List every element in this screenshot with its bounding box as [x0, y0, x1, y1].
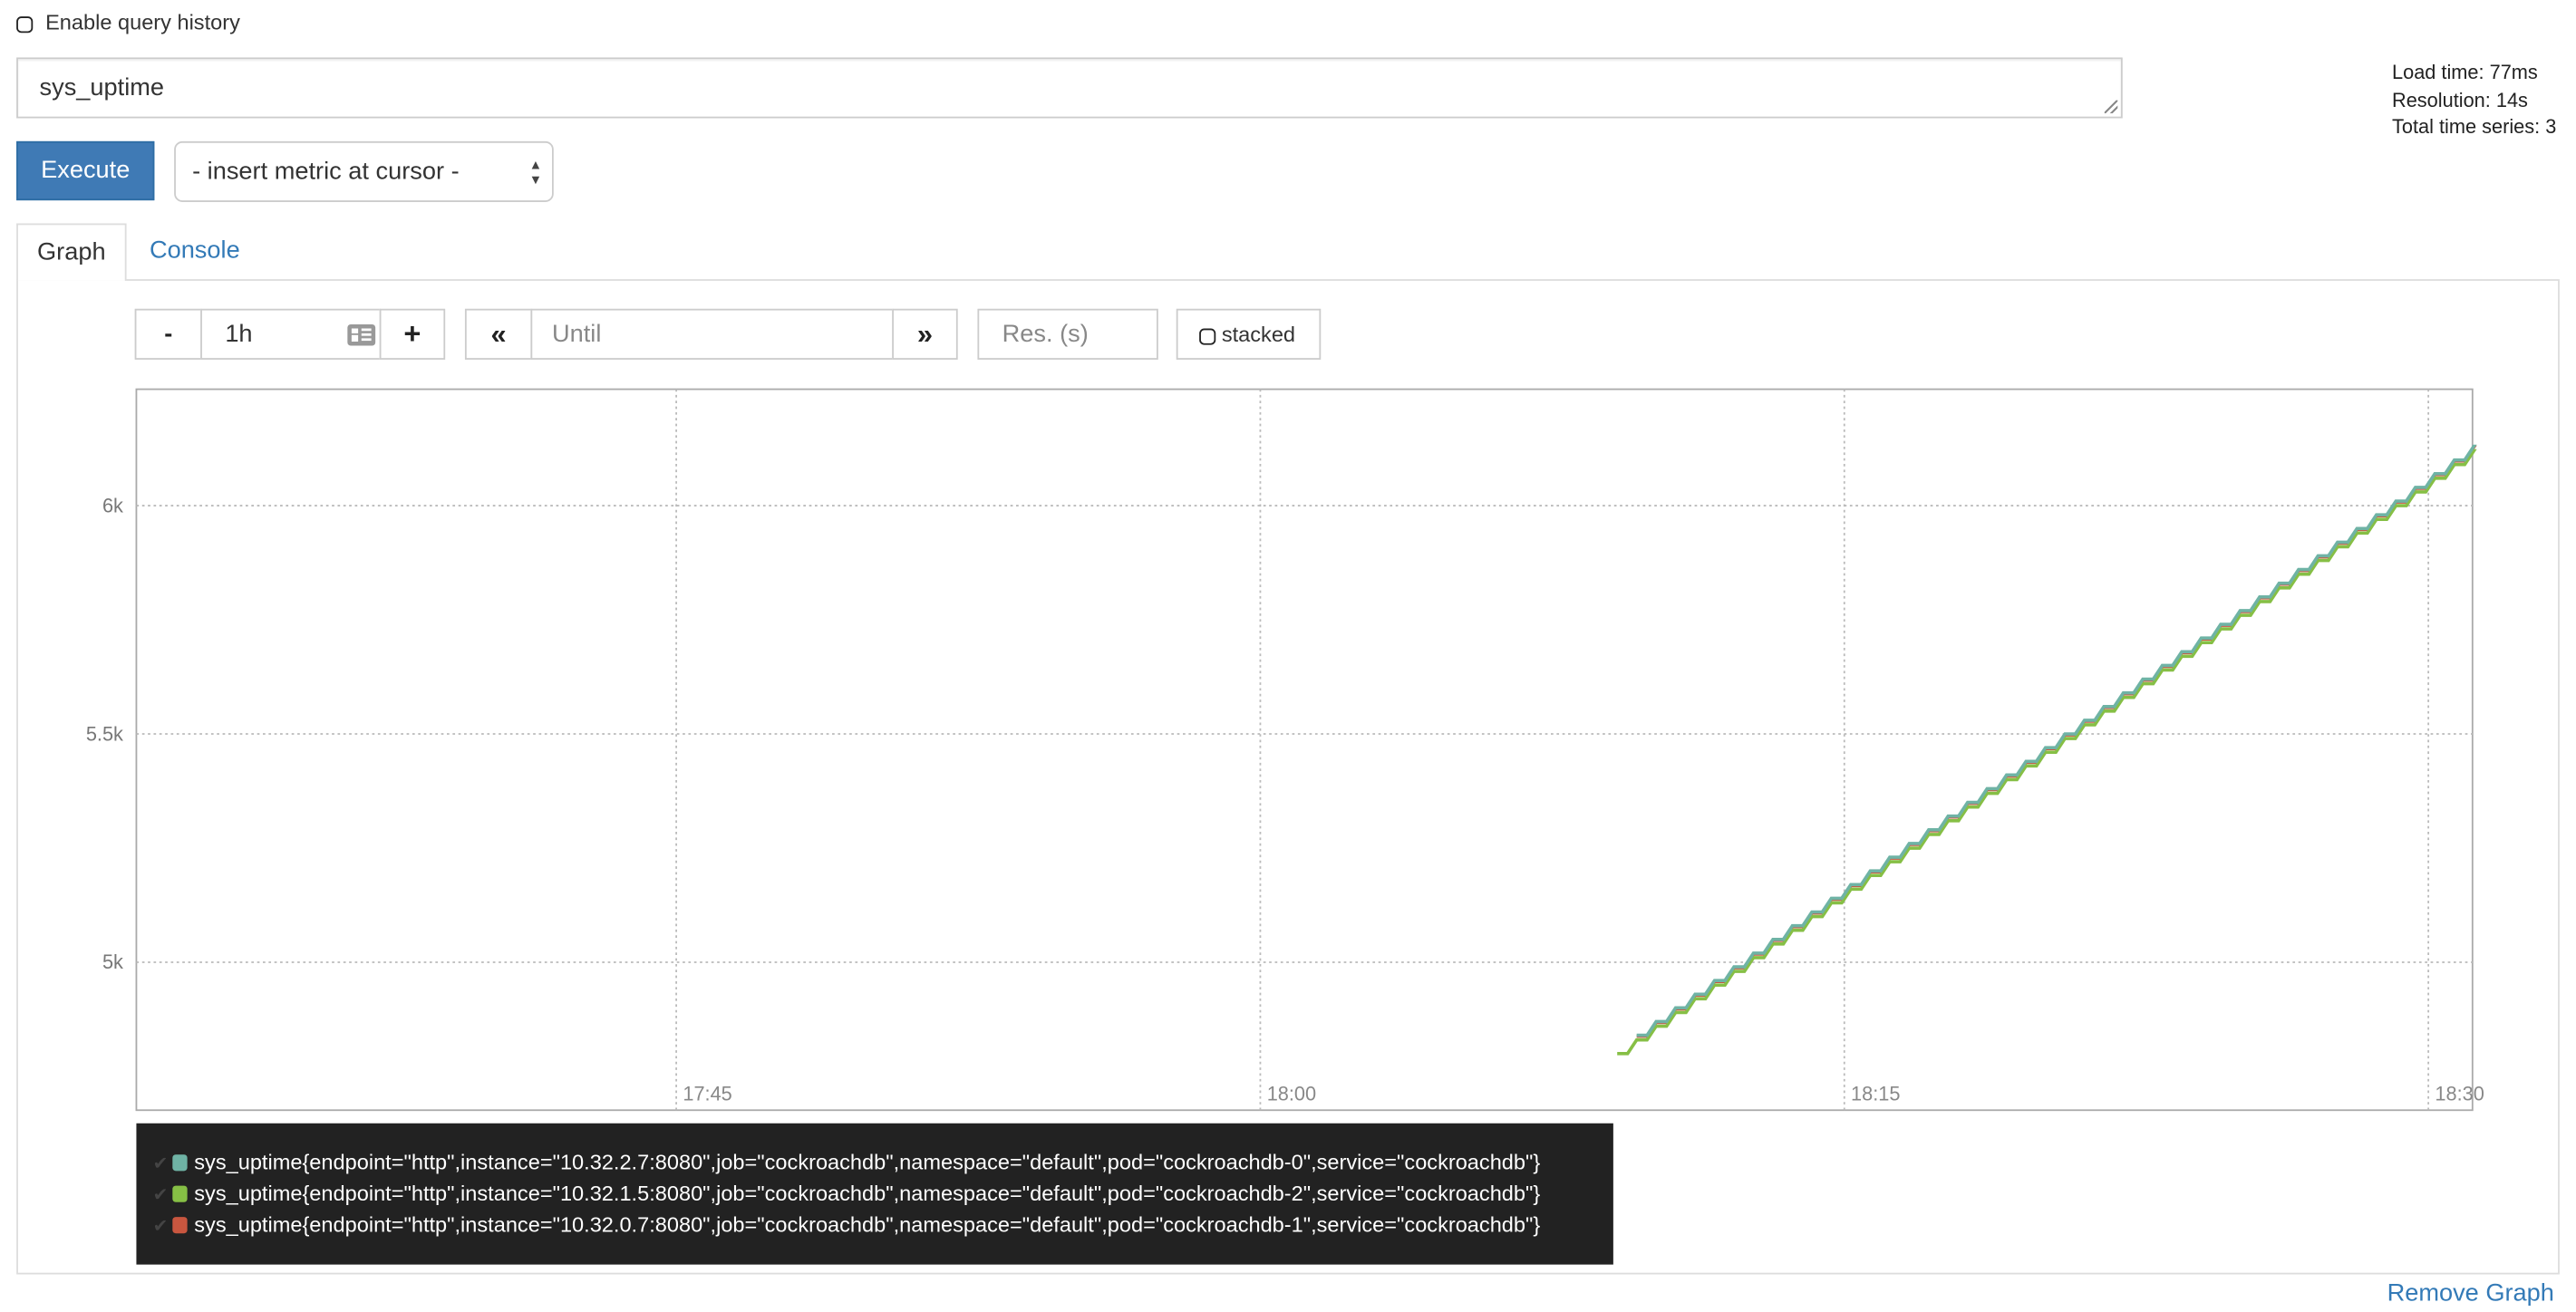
legend-label: sys_uptime{endpoint="http",instance="10.… [194, 1211, 1541, 1237]
stacked-checkbox[interactable] [1199, 327, 1216, 344]
tab-graph[interactable]: Graph [16, 223, 127, 281]
query-history-checkbox[interactable] [16, 15, 34, 33]
y-tick-label: 5k [102, 950, 123, 973]
execute-button[interactable]: Execute [16, 140, 155, 201]
plot-frame [135, 388, 2474, 1112]
total-time-series: Total time series: 3 [2392, 114, 2557, 139]
series-line-0 [1636, 444, 2477, 1037]
expression-value: sys_uptime [39, 73, 165, 102]
y-tick-label: 5.5k [86, 722, 123, 745]
x-tick-label: 18:00 [1267, 1082, 1316, 1105]
series-line-2 [1636, 445, 2477, 1038]
load-time: Load time: 77ms [2392, 61, 2538, 84]
enable-query-history[interactable]: Enable query history [16, 10, 240, 34]
check-icon[interactable]: ✔ [152, 1154, 169, 1174]
check-icon[interactable]: ✔ [152, 1185, 169, 1206]
legend-item[interactable]: ✔ sys_uptime{endpoint="http",instance="10… [153, 1179, 1541, 1209]
x-tick-label: 18:15 [1851, 1082, 1900, 1105]
query-history-label: Enable query history [45, 9, 240, 35]
y-tick-label: 6k [102, 494, 123, 516]
legend-item[interactable]: ✔ sys_uptime{endpoint="http",instance="10… [153, 1148, 1541, 1178]
until-input[interactable]: Until [530, 308, 894, 360]
check-icon[interactable]: ✔ [152, 1217, 169, 1237]
increase-range-button[interactable]: + [379, 308, 446, 360]
legend-item[interactable]: ✔ sys_uptime{endpoint="http",instance="10… [153, 1211, 1541, 1240]
range-picker-icon[interactable] [346, 323, 376, 346]
step-forward-button[interactable]: » [892, 308, 958, 360]
legend-label: sys_uptime{endpoint="http",instance="10.… [194, 1181, 1541, 1206]
tab-panel [16, 279, 2560, 1275]
insert-metric-select[interactable]: - insert metric at cursor - ▲ ▼ [174, 140, 554, 202]
stacked-label: stacked [1221, 322, 1296, 347]
series-swatch [172, 1217, 189, 1234]
series-swatch [172, 1185, 189, 1202]
tab-console[interactable]: Console [149, 236, 240, 265]
resolution-input[interactable]: Res. (s) [977, 308, 1158, 360]
decrease-range-button[interactable]: - [134, 308, 202, 360]
x-tick-label: 17:45 [683, 1082, 731, 1105]
series-line-1 [1617, 449, 2477, 1056]
series-swatch [172, 1154, 189, 1172]
legend-label: sys_uptime{endpoint="http",instance="10.… [194, 1149, 1541, 1174]
resize-handle-icon[interactable] [2104, 100, 2118, 114]
stacked-toggle[interactable]: stacked [1176, 308, 1322, 360]
insert-metric-selected: - insert metric at cursor - [192, 158, 460, 186]
query-stats: Load time: 77ms Resolution: 14s Total ti… [2392, 59, 2556, 140]
resolution: Resolution: 14s [2392, 87, 2528, 111]
x-tick-label: 18:30 [2435, 1082, 2484, 1105]
step-back-button[interactable]: « [464, 308, 533, 360]
remove-graph-link[interactable]: Remove Graph [2387, 1278, 2554, 1307]
range-value: 1h [225, 320, 253, 349]
select-arrows-icon: ▲ ▼ [528, 158, 543, 188]
expression-input[interactable]: sys_uptime [16, 57, 2123, 119]
chart-legend: ✔ sys_uptime{endpoint="http",instance="10… [136, 1123, 1613, 1265]
